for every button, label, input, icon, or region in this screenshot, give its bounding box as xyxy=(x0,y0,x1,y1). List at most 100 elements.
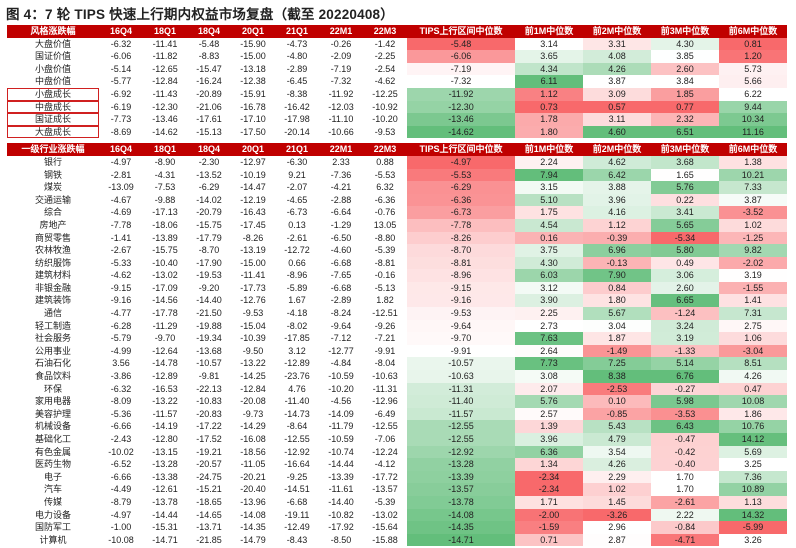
table-separator xyxy=(7,138,787,144)
table-cell: -8.96 xyxy=(286,270,308,281)
style-table-body: 大盘价值 -6.32 -11.41 -5.48 -15.90 -4.73 -0.26 -1.4… xyxy=(7,37,787,139)
table-cell: 5.69 xyxy=(719,445,787,459)
column-header: 前6M中位数 xyxy=(719,25,787,38)
table-cell: -8.04 xyxy=(374,358,396,369)
table-row: 环保 -6.32 -16.53 -22.13 -12.84 4.76 -10.20 -11.3… xyxy=(7,382,787,396)
table-cell: -6.68 xyxy=(330,257,352,268)
table-cell: -7.19 xyxy=(407,62,515,76)
table-cell: 7.36 xyxy=(719,470,787,484)
table-cell: -17.85 xyxy=(284,333,310,344)
table-cell: -4.12 xyxy=(374,459,396,470)
row-label: 国证成长 xyxy=(7,113,99,126)
table-row: 国证成长 -7.73 -13.46 -17.61 -17.10 -17.98 -11.10 -… xyxy=(7,113,787,126)
table-cell: -12.24 xyxy=(372,446,398,457)
table-row: 社会服务 -5.79 -9.70 -19.34 -10.39 -17.85 -7.12 -7.… xyxy=(7,332,787,345)
table-cell: 4.34 xyxy=(515,62,583,76)
table-cell: 3.87 xyxy=(583,75,651,88)
column-header: 前6M中位数 xyxy=(719,143,787,156)
table-cell: -8.02 xyxy=(286,320,308,331)
table-cell: -13.02 xyxy=(152,270,178,281)
table-cell: -0.39 xyxy=(583,231,651,245)
table-cell: -9.64 xyxy=(330,320,352,331)
column-header: 前1M中位数 xyxy=(515,143,583,156)
table-cell: -5.53 xyxy=(407,168,515,182)
table-cell: 9.21 xyxy=(288,169,306,180)
table-cell: -4.60 xyxy=(330,245,352,256)
table-cell: -11.40 xyxy=(407,395,515,408)
table-cell: -8.96 xyxy=(407,269,515,282)
table-cell: 10.34 xyxy=(719,113,787,126)
table-cell: 3.12 xyxy=(515,281,583,295)
table-cell: -14.79 xyxy=(240,534,266,545)
column-header: 18Q4 xyxy=(187,143,231,156)
row-label: 银行 xyxy=(43,156,62,167)
table-cell: 1.70 xyxy=(651,470,719,484)
table-row: 非银金融 -9.15 -17.09 -9.20 -17.73 -5.89 -6.68 -5.1… xyxy=(7,281,787,295)
table-row: 国防军工 -1.00 -15.31 -13.71 -14.35 -12.49 -17.92 -… xyxy=(7,521,787,534)
table-row: 汽车 -4.49 -12.61 -15.21 -20.40 -14.51 -11.61 -13… xyxy=(7,483,787,496)
table-cell: -1.55 xyxy=(719,281,787,295)
table-cell: -20.21 xyxy=(240,471,266,482)
table-cell: 8.51 xyxy=(719,357,787,371)
row-label: 石油石化 xyxy=(34,358,71,369)
table-cell: -17.45 xyxy=(240,219,266,230)
table-cell: -1.42 xyxy=(374,38,396,49)
table-cell: -14.71 xyxy=(152,534,178,545)
table-cell: -4.67 xyxy=(110,194,132,205)
table-cell: -13.57 xyxy=(372,484,398,495)
table-cell: -13.22 xyxy=(152,396,178,407)
table-cell: -17.72 xyxy=(372,471,398,482)
table-cell: -8.64 xyxy=(286,421,308,432)
table-cell: -8.24 xyxy=(330,308,352,319)
row-label: 大盘成长 xyxy=(7,125,99,139)
table-cell: 1.86 xyxy=(719,407,787,421)
table-cell: -1.33 xyxy=(651,344,719,358)
table-cell: -14.51 xyxy=(284,484,310,495)
table-cell: -12.30 xyxy=(152,101,178,112)
table-cell: 5.14 xyxy=(651,357,719,371)
table-cell: 3.31 xyxy=(583,37,651,51)
table-cell: -20.14 xyxy=(284,126,310,137)
table-cell: -9.53 xyxy=(374,126,396,137)
table-cell: -8.80 xyxy=(374,232,396,243)
table-cell: -6.36 xyxy=(407,193,515,207)
table-cell: -10.63 xyxy=(372,371,398,382)
table-cell: -4.77 xyxy=(110,308,132,319)
table-cell: -14.02 xyxy=(196,194,222,205)
column-header: 前2M中位数 xyxy=(583,143,651,156)
table-cell: -6.06 xyxy=(407,50,515,63)
row-label: 综合 xyxy=(43,207,62,218)
table-cell: -14.40 xyxy=(328,496,354,507)
table-cell: -12.55 xyxy=(284,434,310,444)
table-cell: 7.63 xyxy=(515,332,583,345)
table-cell: -10.08 xyxy=(108,534,134,545)
table-cell: -14.56 xyxy=(152,295,178,306)
table-row: 房地产 -7.78 -18.06 -15.75 -17.45 0.13 -1.29 13.05… xyxy=(7,218,787,232)
row-label: 小盘成长 xyxy=(7,87,99,101)
table-cell: 3.08 xyxy=(515,370,583,383)
table-cell: -10.02 xyxy=(108,446,134,457)
table-cell: -6.64 xyxy=(330,207,352,218)
table-cell: -11.82 xyxy=(152,51,178,62)
table-cell: 10.89 xyxy=(719,483,787,496)
table-cell: 3.85 xyxy=(651,50,719,63)
table-row: 国证价值 -6.06 -11.82 -8.83 -15.00 -4.80 -2.09 -2.2… xyxy=(7,50,787,63)
table-row: 石油石化 3.56 -14.78 -10.57 -13.22 -12.89 -4.84 -8.… xyxy=(7,357,787,371)
table-cell: 3.09 xyxy=(583,87,651,101)
row-label: 建筑材料 xyxy=(34,270,71,281)
table-cell: 3.96 xyxy=(515,433,583,446)
table-row: 食品饮料 -3.86 -12.89 -9.81 -14.25 -23.76 -10.59 -1… xyxy=(7,370,787,383)
table-cell: -10.92 xyxy=(372,101,398,112)
column-header: 一级行业涨跌幅 xyxy=(7,143,99,156)
table-cell: -2.34 xyxy=(515,483,583,496)
table-cell: 2.60 xyxy=(651,62,719,76)
table-row: 轻工制造 -6.28 -11.29 -19.88 -15.04 -8.02 -9.64 -9.… xyxy=(7,319,787,333)
table-cell: 8.38 xyxy=(583,370,651,383)
table-cell: 2.60 xyxy=(651,281,719,295)
table-cell: -17.52 xyxy=(196,434,222,444)
table-cell: -12.30 xyxy=(407,100,515,114)
row-label: 房地产 xyxy=(39,219,67,230)
table-row: 通信 -4.77 -17.78 -21.50 -9.53 -4.18 -8.24 -12.51… xyxy=(7,307,787,320)
column-header: 18Q1 xyxy=(143,143,187,156)
row-label: 食品饮料 xyxy=(34,371,71,382)
